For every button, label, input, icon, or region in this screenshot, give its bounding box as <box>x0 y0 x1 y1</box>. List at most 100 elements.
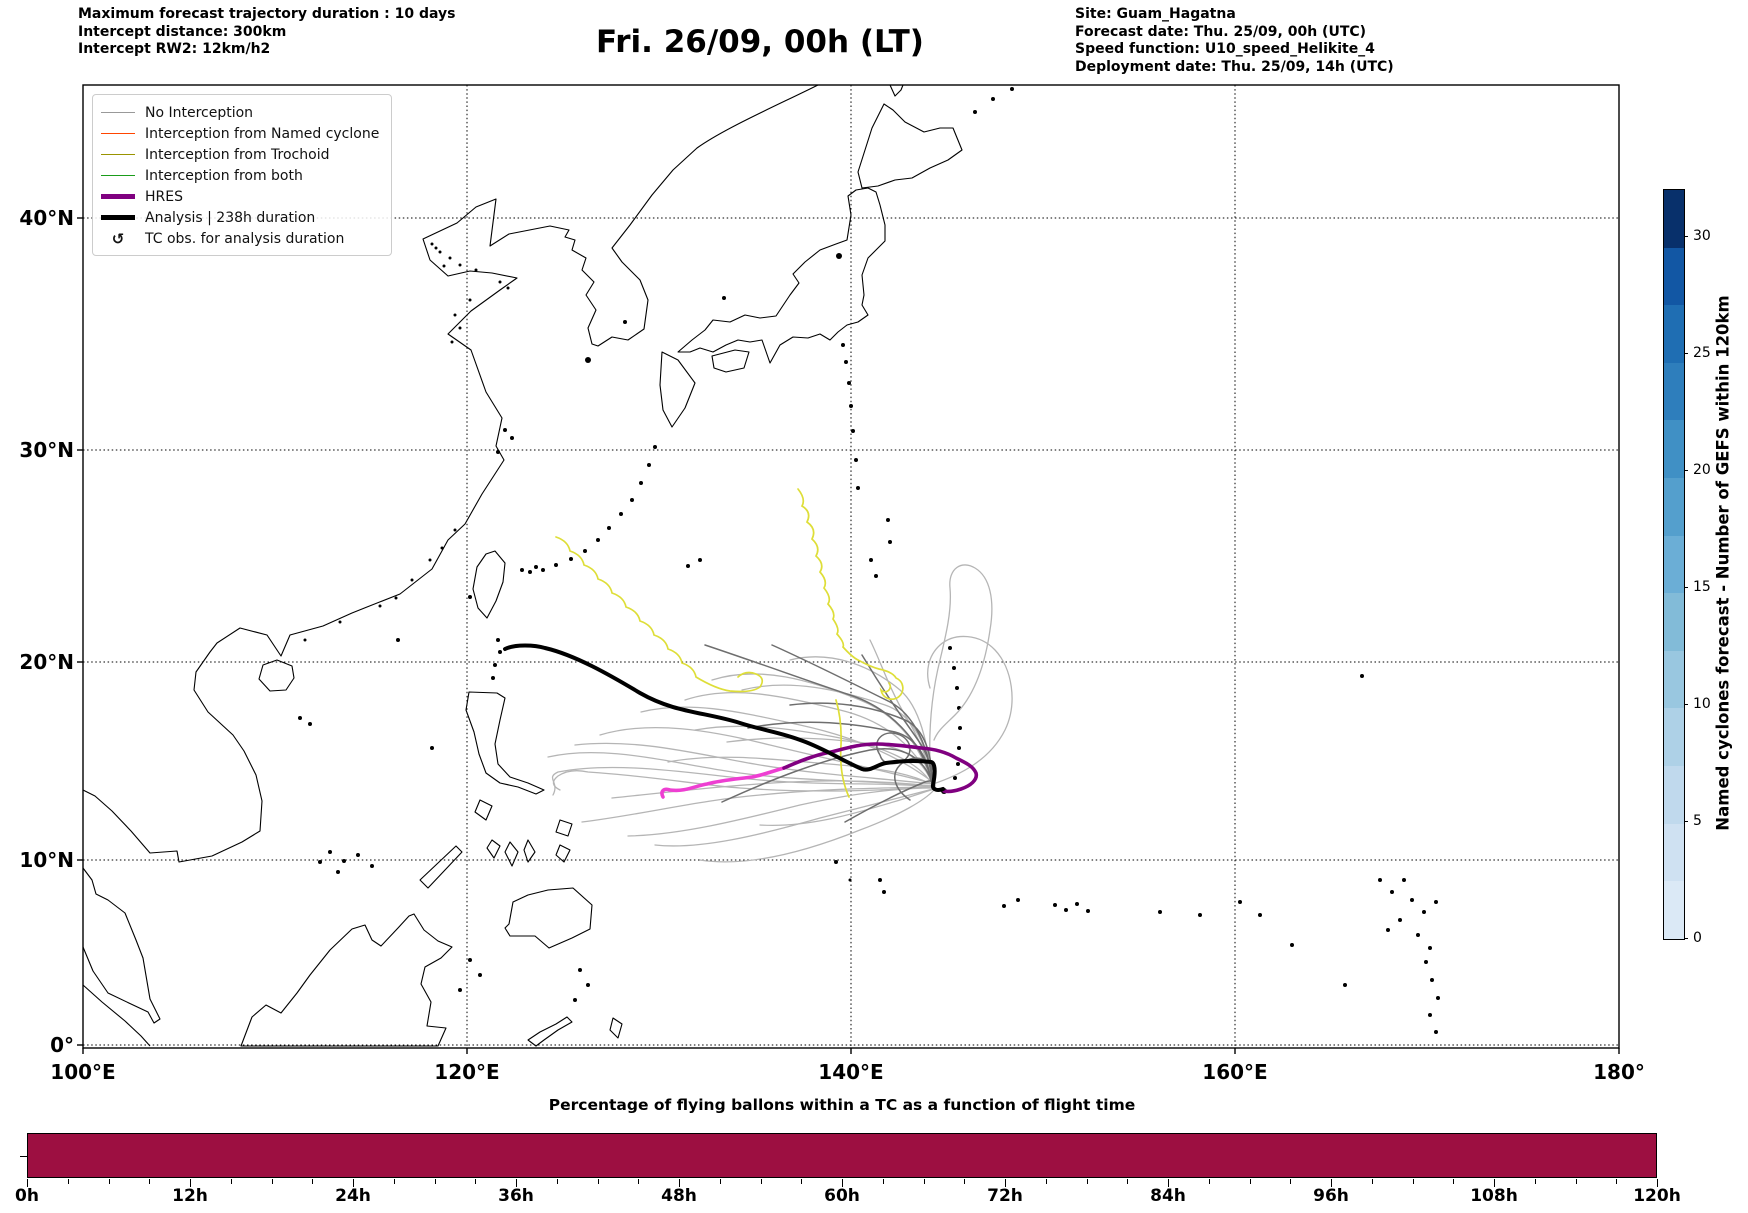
island-dot <box>308 722 312 726</box>
island-dot <box>836 253 842 259</box>
coastline <box>711 349 750 373</box>
bottom-xtick <box>190 1179 191 1187</box>
bottom-xtick-label: 96h <box>1313 1186 1349 1206</box>
coastline <box>258 659 295 692</box>
colorbar-tick-label: 0 <box>1693 930 1702 946</box>
island-dot <box>450 340 454 344</box>
island-dot <box>1086 909 1090 913</box>
bottom-xtick <box>1046 1179 1047 1184</box>
lat-tick-label: 20°N <box>19 650 74 674</box>
island-dot <box>1290 943 1294 947</box>
colorbar-tick-label: 5 <box>1693 813 1702 829</box>
coastline <box>419 845 463 889</box>
legend-label: TC obs. for analysis duration <box>145 230 345 247</box>
island-dot <box>541 568 545 572</box>
bottom-xtick <box>312 1179 313 1184</box>
lat-tick-label: 30°N <box>19 438 74 462</box>
legend-label: Interception from Trochoid <box>145 146 330 163</box>
lon-tick-label: 140°E <box>818 1060 884 1084</box>
island-dot <box>1434 1030 1438 1034</box>
bottom-xtick <box>1453 1179 1454 1184</box>
gefs-trajectory <box>667 756 932 785</box>
colorbar-tick-label: 15 <box>1693 579 1711 595</box>
gefs-trajectory <box>551 766 932 796</box>
lon-tick-label: 160°E <box>1202 1060 1268 1084</box>
island-dot <box>496 638 500 642</box>
island-dot <box>1198 913 1202 917</box>
forecast-settings-text: Maximum forecast trajectory duration : 1… <box>78 6 456 57</box>
bottom-xtick-label: 60h <box>824 1186 860 1206</box>
bottom-xtick <box>801 1179 802 1184</box>
island-dot <box>428 558 432 562</box>
lat-tick-label: 10°N <box>19 848 74 872</box>
island-dot <box>844 360 848 364</box>
island-dot <box>957 746 961 750</box>
bottom-xtick <box>516 1179 517 1187</box>
island-dot <box>619 512 623 516</box>
bottom-xtick <box>1372 1179 1373 1184</box>
island-dot <box>1410 898 1414 902</box>
island-dot <box>841 343 845 347</box>
island-dot <box>991 97 995 101</box>
colorbar-tickmark <box>1684 938 1688 939</box>
island-dot <box>440 546 444 550</box>
hres-trajectory-magenta <box>660 766 786 799</box>
island-dot <box>510 436 514 440</box>
coastline <box>474 799 493 821</box>
island-dot <box>1343 983 1347 987</box>
bottom-xtick <box>842 1179 843 1187</box>
island-dot <box>453 313 457 317</box>
island-dot <box>468 958 472 962</box>
bottom-xtick <box>353 1179 354 1187</box>
coastline <box>555 844 571 863</box>
island-dot <box>854 458 858 462</box>
lon-tick-label: 120°E <box>434 1060 500 1084</box>
island-dot <box>973 110 977 114</box>
island-dot <box>869 558 873 562</box>
bottom-xtick-label: 108h <box>1470 1186 1518 1206</box>
gefs-trajectory <box>654 788 934 847</box>
coastline <box>659 351 696 428</box>
tc-obs-marker-icon: ↺ <box>111 229 125 248</box>
bottom-xtick <box>679 1179 680 1187</box>
bottom-xtick <box>1250 1179 1251 1184</box>
island-dot <box>474 268 478 272</box>
island-dot <box>370 864 374 868</box>
legend-label: No Interception <box>145 104 254 121</box>
lon-tick-label: 180° <box>1593 1060 1645 1084</box>
coastline <box>504 887 593 949</box>
island-dot <box>534 565 538 569</box>
bottom-xtick <box>1576 1179 1577 1184</box>
bottom-xtick <box>1331 1179 1332 1187</box>
island-dot <box>1016 898 1020 902</box>
island-dot <box>1416 933 1420 937</box>
colorbar-tick-label: 25 <box>1693 345 1711 361</box>
island-dot <box>1238 900 1242 904</box>
colorbar-tick-label: 10 <box>1693 696 1711 712</box>
bottom-xtick-label: 12h <box>172 1186 208 1206</box>
legend-item: Analysis | 238h duration <box>101 207 381 228</box>
island-dot <box>952 666 956 670</box>
coastline <box>677 187 886 364</box>
island-dot <box>955 686 959 690</box>
bottom-xtick <box>1535 1179 1536 1184</box>
coastline <box>82 867 161 1024</box>
island-dot <box>847 381 851 385</box>
gefs-trajectory <box>759 788 935 827</box>
bottom-xtick <box>638 1179 639 1184</box>
island-dot <box>496 450 500 454</box>
island-dot <box>586 983 590 987</box>
island-dot <box>378 604 382 608</box>
island-dot <box>1258 913 1262 917</box>
gefs-colorbar <box>1663 189 1685 940</box>
bottom-xtick <box>1127 1179 1128 1184</box>
legend-line-swatch <box>101 112 135 113</box>
lon-tick-label: 100°E <box>50 1060 116 1084</box>
island-dot <box>328 850 332 854</box>
bottom-xtick-label: 120h <box>1633 1186 1681 1206</box>
island-dot <box>1436 996 1440 1000</box>
island-dot <box>503 428 507 432</box>
colorbar-segment <box>1664 766 1684 824</box>
bottom-xtick-label: 84h <box>1150 1186 1186 1206</box>
